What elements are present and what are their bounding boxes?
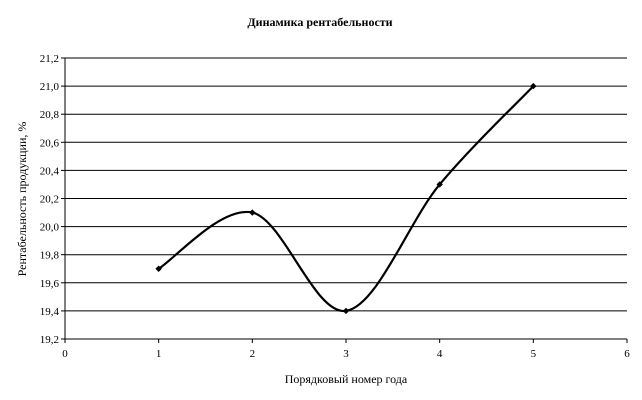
data-point xyxy=(249,209,256,216)
x-tick-label: 0 xyxy=(62,348,68,360)
y-tick-labels: 19,2 19,4 19,6 19,8 20,0 20,2 20,4 20,6 20,8 21,0… xyxy=(40,53,60,346)
y-tick-label: 21,0 xyxy=(40,81,60,93)
data-point xyxy=(342,307,350,315)
axes xyxy=(64,58,628,343)
y-tick-label: 21,2 xyxy=(40,53,59,65)
data-point xyxy=(530,82,537,90)
x-tick-labels: 0 1 2 3 4 5 6 xyxy=(62,348,630,360)
y-tick-label: 20,8 xyxy=(40,109,60,121)
y-tick-label: 20,2 xyxy=(40,194,59,206)
y-axis-label: Рентабельность продукции, % xyxy=(15,122,29,277)
y-tick-label: 20,4 xyxy=(40,165,60,177)
x-tick-label: 3 xyxy=(343,348,349,360)
series xyxy=(155,82,537,315)
x-axis-label: Порядковый номер года xyxy=(285,372,408,386)
gridlines xyxy=(61,57,627,340)
chart-title: Динамика рентабельности xyxy=(247,15,392,29)
x-tick-label: 5 xyxy=(531,348,537,360)
data-point xyxy=(436,181,443,188)
data-point xyxy=(155,265,162,272)
y-tick-label: 19,6 xyxy=(40,278,60,290)
x-tick-label: 4 xyxy=(437,348,443,360)
x-tick-label: 2 xyxy=(250,348,256,360)
x-tick-label: 1 xyxy=(156,348,162,360)
y-tick-label: 19,8 xyxy=(40,250,60,262)
y-tick-label: 19,4 xyxy=(40,306,60,318)
y-tick-label: 20,0 xyxy=(40,222,60,234)
y-tick-label: 19,2 xyxy=(40,334,59,346)
x-tick-label: 6 xyxy=(624,348,630,360)
y-tick-label: 20,6 xyxy=(40,137,60,149)
